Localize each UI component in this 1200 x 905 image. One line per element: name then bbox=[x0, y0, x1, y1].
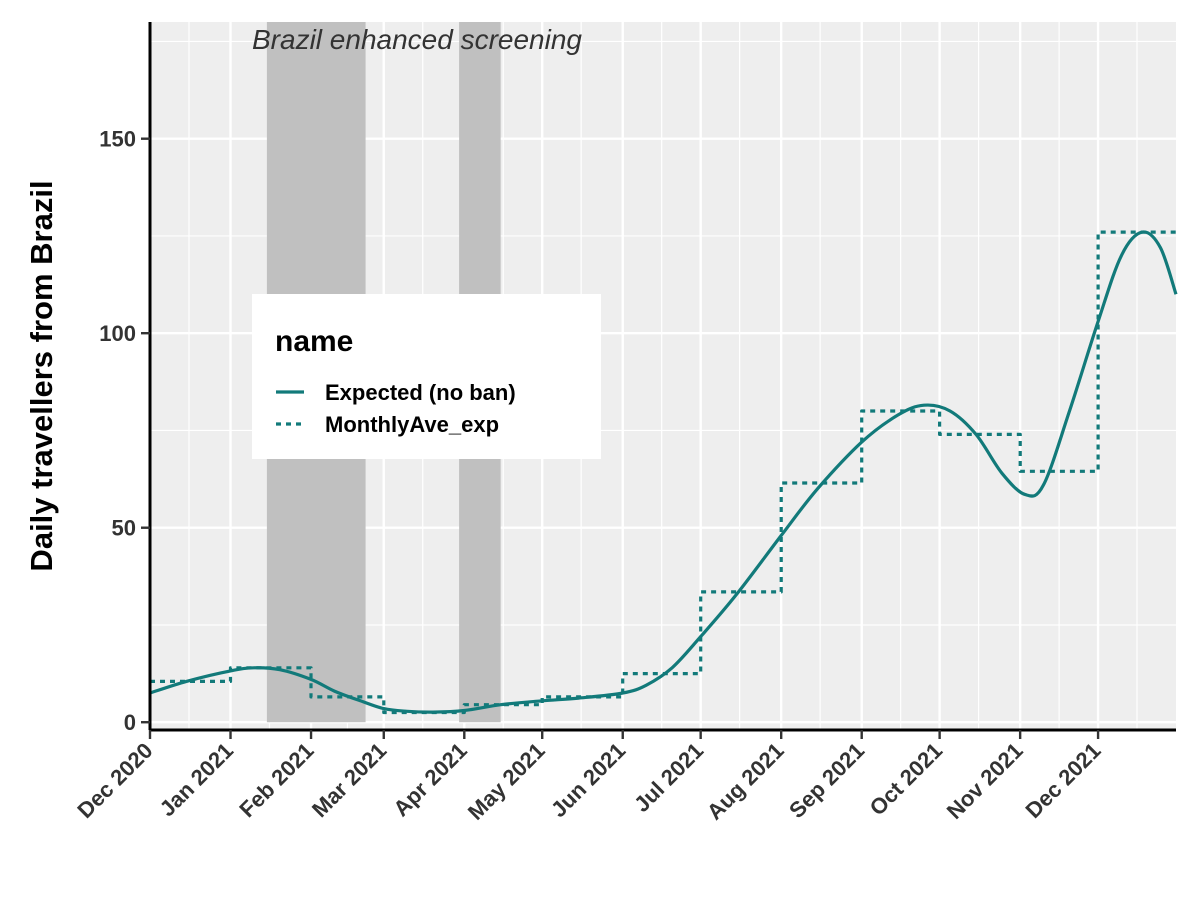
x-tick-label: Apr 2021 bbox=[388, 738, 471, 821]
y-tick-label: 100 bbox=[99, 321, 136, 346]
x-tick-label: Mar 2021 bbox=[307, 738, 391, 822]
x-tick-label: May 2021 bbox=[463, 738, 550, 825]
x-tick-label: Aug 2021 bbox=[702, 738, 789, 825]
annotation-brazil-enhanced-screening: Brazil enhanced screening bbox=[252, 24, 582, 55]
legend-background bbox=[252, 294, 601, 459]
x-tick-label: Dec 2021 bbox=[1020, 738, 1105, 823]
legend-title: name bbox=[275, 325, 353, 358]
x-tick-label: Dec 2020 bbox=[72, 738, 157, 823]
y-tick-label: 50 bbox=[112, 516, 136, 541]
y-tick-label: 0 bbox=[124, 710, 136, 735]
y-tick-label: 150 bbox=[99, 127, 136, 152]
y-axis-label: Daily travellers from Brazil bbox=[24, 180, 59, 571]
x-tick-label: Jul 2021 bbox=[629, 738, 708, 817]
x-tick-label: Feb 2021 bbox=[234, 738, 318, 822]
series-lines bbox=[149, 230, 1178, 715]
legend: name Expected (no ban) MonthlyAve_exp bbox=[252, 294, 601, 459]
y-axis-ticks: 0 50 100 150 bbox=[99, 127, 150, 735]
series-line-expected-no-ban bbox=[149, 230, 1178, 714]
x-tick-label: Jan 2021 bbox=[155, 738, 238, 821]
legend-label-expected: Expected (no ban) bbox=[325, 380, 516, 405]
x-tick-label: Jun 2021 bbox=[546, 738, 630, 822]
x-tick-label: Sep 2021 bbox=[784, 738, 869, 823]
x-tick-label: Nov 2021 bbox=[942, 738, 1028, 824]
axes bbox=[148, 22, 1176, 732]
annotation-layer: Brazil enhanced screening bbox=[252, 24, 582, 55]
x-tick-label: Oct 2021 bbox=[865, 738, 948, 821]
legend-label-monthlyave: MonthlyAve_exp bbox=[325, 412, 499, 437]
